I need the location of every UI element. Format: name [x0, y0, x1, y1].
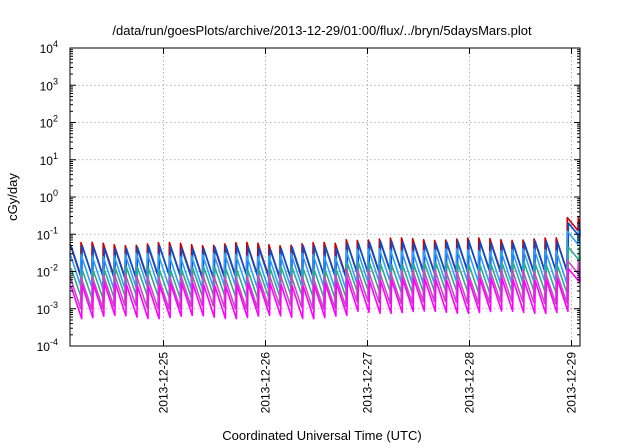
- y-tick-label: 10-4: [37, 337, 58, 354]
- y-tick-label: 10-2: [37, 263, 58, 280]
- series-lines: [69, 216, 581, 320]
- y-tick-label: 102: [40, 114, 58, 131]
- chart-title: /data/run/goesPlots/archive/2013-12-29/0…: [112, 23, 532, 38]
- x-tick-label: 2013-12-29: [565, 352, 579, 414]
- series-line: [70, 267, 581, 320]
- y-tick-label: 10-1: [37, 225, 58, 242]
- y-tick-label: 100: [40, 188, 58, 205]
- series-line: [69, 259, 581, 310]
- y-tick-label: 104: [40, 39, 58, 56]
- y-tick-label: 10-3: [37, 300, 58, 317]
- series-line: [69, 230, 581, 290]
- x-tick-label: 2013-12-25: [157, 352, 171, 414]
- series-line: [70, 222, 581, 283]
- x-tick-label: 2013-12-27: [361, 352, 375, 414]
- x-axis-ticks: 2013-12-25 2013-12-26 2013-12-27 2013-12-28…: [157, 48, 579, 413]
- x-axis-label: Coordinated Universal Time (UTC): [222, 428, 421, 443]
- y-tick-label: 103: [40, 76, 58, 93]
- x-tick-label: 2013-12-26: [259, 352, 273, 414]
- y-axis-label: cGy/day: [5, 173, 20, 221]
- y-tick-label: 101: [40, 151, 58, 168]
- x-tick-label: 2013-12-28: [463, 352, 477, 414]
- y-axis-ticks: 10-4 10-3 10-2 10-1 100 101 102 103 104: [37, 39, 580, 354]
